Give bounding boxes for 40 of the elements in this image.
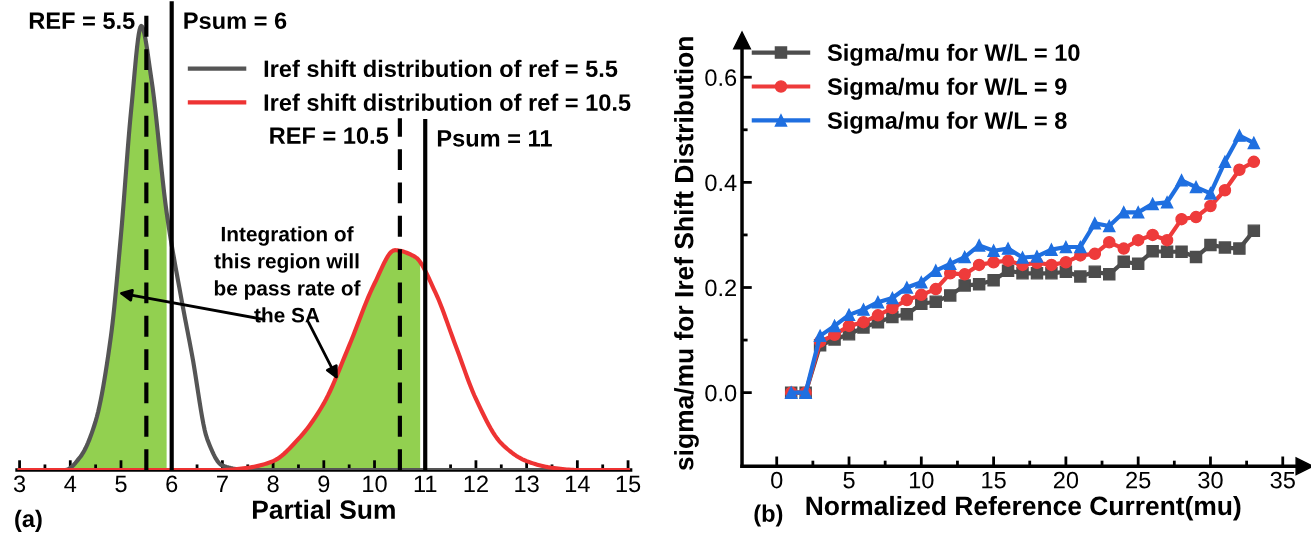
x-tick-label: 35: [1270, 471, 1295, 489]
x-tick-label: 12: [464, 475, 488, 492]
legend-label: Sigma/mu for W/L = 10: [827, 43, 1080, 66]
y-tick-label: 0.4: [705, 174, 737, 192]
text: (b): [754, 504, 783, 527]
x-tick-label: 3: [13, 475, 26, 493]
x-tick-label: 30: [1198, 471, 1223, 489]
legend-label: Iref shift distribution of ref = 10.5: [264, 93, 631, 111]
x-tick-label: 15: [616, 475, 641, 493]
x-tick-label: 14: [566, 475, 590, 492]
x-tick-label: 13: [515, 475, 539, 493]
legend-label: Iref shift distribution of ref = 5.5: [264, 59, 618, 78]
x-axis-title: Partial Sum: [252, 499, 395, 520]
y-tick-label: 0.2: [705, 279, 736, 297]
x-tick-label: 25: [1126, 471, 1151, 489]
text: (a): [15, 509, 42, 532]
y-tick-label: 0.0: [705, 384, 737, 402]
ref-line-label: REF = 5.5: [29, 12, 135, 30]
x-tick-label: 20: [1053, 471, 1079, 489]
x-tick-label: 7: [217, 475, 228, 492]
ref-line-label: REF = 10.5: [270, 127, 389, 144]
y-axis-title: sigma/mu for Iref Shift Distribution: [674, 37, 699, 471]
legend-label: Sigma/mu for W/L = 8: [827, 111, 1067, 134]
x-tick-label: 4: [64, 475, 77, 492]
x-tick-label: 5: [115, 475, 127, 493]
ref-line-label: Psum = 11: [437, 130, 552, 147]
x-tick-label: 15: [982, 471, 1006, 489]
x-tick-label: 5: [843, 471, 855, 489]
x-tick-label: 10: [363, 475, 387, 493]
x-tick-label: 6: [166, 475, 178, 493]
x-axis-title: Normalized Reference Current(mu): [806, 495, 1241, 521]
x-tick-label: 11: [414, 475, 437, 492]
x-tick-label: 0: [771, 471, 783, 489]
y-tick-label: 0.6: [705, 69, 737, 87]
x-tick-label: 9: [318, 475, 330, 493]
x-tick-label: 8: [267, 475, 279, 493]
ref-line-label: Psum = 6: [184, 12, 287, 30]
annotation: Integration of this region will be pass rate of the SA: [214, 226, 361, 323]
x-tick-label: 10: [909, 471, 934, 489]
legend-label: Sigma/mu for W/L = 9: [827, 77, 1067, 100]
